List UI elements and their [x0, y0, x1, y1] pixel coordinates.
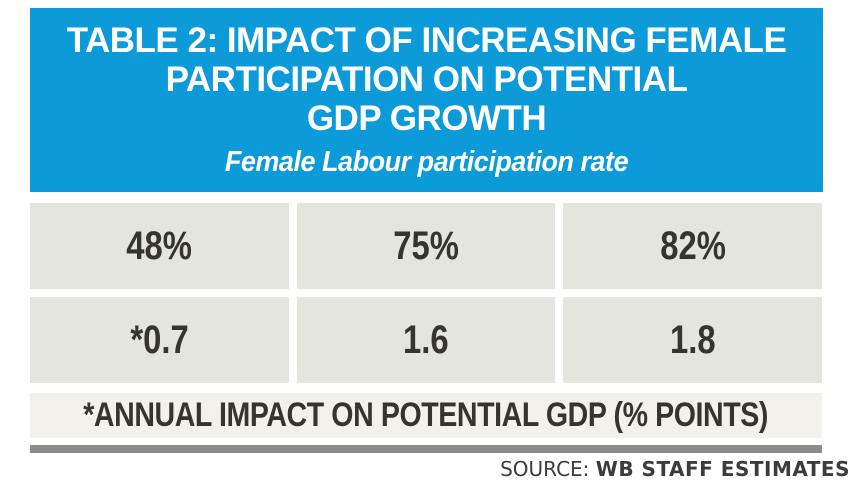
footnote-band: *ANNUAL IMPACT ON POTENTIAL GDP (% POINT…: [30, 393, 822, 438]
table-header: TABLE 2: IMPACT OF INCREASING FEMALE PAR…: [30, 8, 823, 192]
impact-value-2: 1.6: [403, 317, 449, 362]
divider-bar: [30, 445, 822, 453]
table-cell-rate-3: 82%: [563, 203, 822, 289]
data-grid: 48% 75% 82% *0.7 1.6 1.8: [30, 203, 822, 383]
table-cell-rate-2: 75%: [296, 203, 556, 289]
source-value: WB STAFF ESTIMATES: [595, 457, 850, 481]
table-cell-impact-3: 1.8: [563, 297, 822, 383]
rate-value-1: 48%: [126, 223, 193, 268]
table-cell-impact-2: 1.6: [296, 297, 556, 383]
impact-value-1: *0.7: [130, 317, 189, 362]
table-cell-rate-1: 48%: [30, 203, 289, 289]
table-title-line2: PARTICIPATION ON POTENTIAL: [165, 60, 688, 99]
rate-value-2: 75%: [393, 223, 459, 268]
source-label: SOURCE:: [500, 457, 590, 481]
footnote-text: *ANNUAL IMPACT ON POTENTIAL GDP (% POINT…: [83, 396, 769, 434]
source-line: SOURCE: WB STAFF ESTIMATES: [500, 457, 850, 481]
table-title-line1: TABLE 2: IMPACT OF INCREASING FEMALE: [66, 21, 787, 60]
table-cell-impact-1: *0.7: [30, 297, 289, 383]
rate-value-3: 82%: [659, 223, 726, 268]
table-subtitle: Female Labour participation rate: [224, 146, 629, 178]
impact-value-3: 1.8: [669, 317, 716, 362]
table-title-line3: GDP GROWTH: [306, 99, 547, 138]
